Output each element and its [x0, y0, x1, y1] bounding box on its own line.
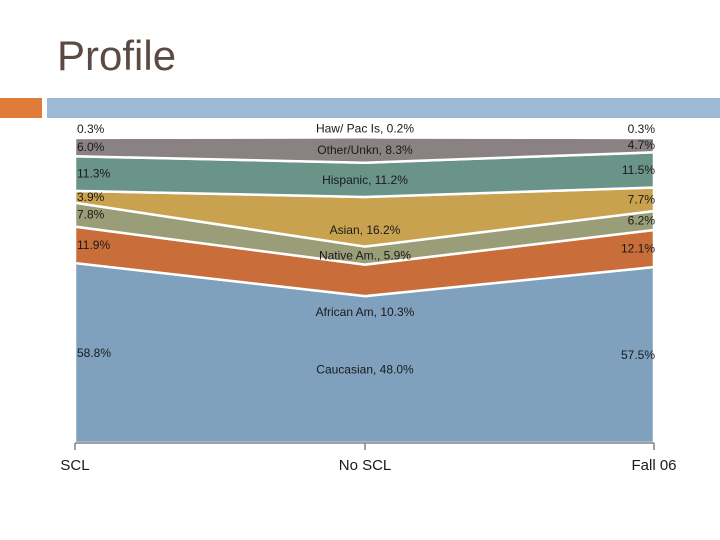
data-label: African Am, 10.3% [316, 305, 415, 319]
data-label: Haw/ Pac Is, 0.2% [316, 122, 414, 136]
data-label: Native Am., 5.9% [319, 249, 411, 263]
x-tick-label: Fall 06 [631, 457, 676, 474]
data-label: 57.5% [621, 348, 655, 362]
data-label: 4.7% [628, 138, 656, 152]
data-label: 11.5% [622, 163, 655, 177]
title-underline-bar [47, 98, 720, 118]
data-label: Asian, 16.2% [330, 223, 401, 237]
data-label: 6.2% [628, 214, 656, 228]
data-label: 12.1% [621, 242, 655, 256]
area-band-haw-pac-is [73, 135, 656, 140]
data-label: Other/Unkn, 8.3% [317, 143, 413, 157]
data-label: 11.9% [77, 238, 110, 252]
data-label: Caucasian, 48.0% [316, 363, 414, 377]
data-label: 0.3% [77, 122, 105, 136]
x-tick-label: SCL [60, 457, 89, 474]
data-label: 7.7% [628, 192, 656, 206]
data-label: 6.0% [77, 140, 105, 154]
title-accent-bar [0, 98, 42, 118]
data-label: 58.8% [77, 346, 111, 360]
data-label: 11.3% [77, 167, 110, 181]
data-label: 3.9% [77, 190, 105, 204]
data-label: Hispanic, 11.2% [322, 173, 408, 187]
data-label: 7.8% [77, 208, 105, 222]
page-title: Profile [57, 32, 177, 79]
x-tick-label: No SCL [339, 457, 392, 474]
data-label: 0.3% [628, 122, 656, 136]
